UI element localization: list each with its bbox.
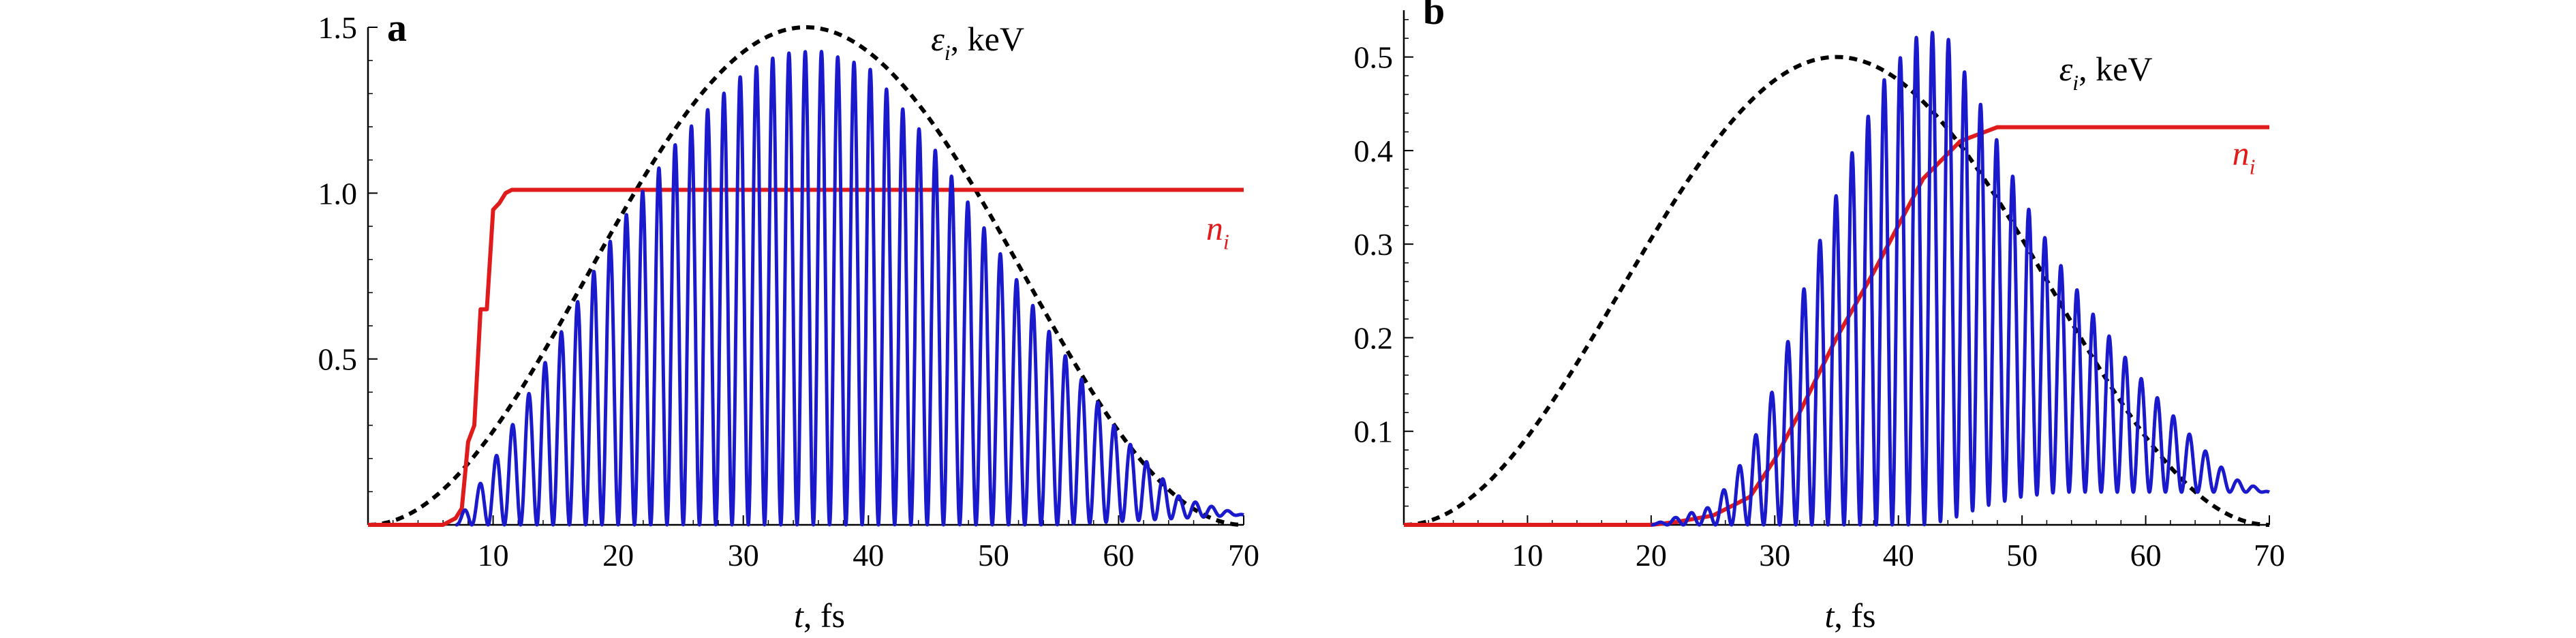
x-axis-title: t, fs bbox=[1824, 596, 1875, 635]
y-tick-label: 0.4 bbox=[1354, 134, 1394, 168]
x-tick-label: 70 bbox=[1228, 538, 1259, 573]
chart-panel-a: 10 20 30 40 50 60 70 0.5 1.0 1.5 t, fs a εi, keV ni bbox=[318, 5, 1260, 635]
oscillation-series-line bbox=[454, 50, 1246, 527]
x-tick-label: 10 bbox=[1512, 538, 1543, 573]
x-tick-label: 40 bbox=[853, 538, 884, 573]
energy-label: εi, keV bbox=[2059, 50, 2153, 95]
x-tick-label: 40 bbox=[1883, 538, 1914, 573]
x-tick-label: 60 bbox=[2130, 538, 2162, 573]
x-tick-label: 20 bbox=[1636, 538, 1667, 573]
x-tick-label: 50 bbox=[978, 538, 1009, 573]
energy-envelope-line bbox=[368, 25, 1244, 527]
x-tick-label: 50 bbox=[2006, 538, 2038, 573]
y-tick-label: 0.5 bbox=[318, 342, 358, 377]
y-tick-label: 0.3 bbox=[1354, 227, 1394, 262]
ionization-line bbox=[368, 187, 1244, 527]
panel-label: a bbox=[387, 5, 407, 50]
x-tick-label: 10 bbox=[478, 538, 509, 573]
energy-envelope-line bbox=[1404, 55, 2269, 527]
ionization-line bbox=[1404, 125, 2269, 527]
x-axis-title: t, fs bbox=[794, 596, 845, 635]
ionization-label: ni bbox=[1206, 209, 1229, 254]
x-tick-label: 60 bbox=[1103, 538, 1134, 573]
chart-panel-b: 10 20 30 40 50 60 70 0.1 0.2 0.3 0.4 0.5 t, fs b εi, k… bbox=[1354, 0, 2286, 635]
y-tick-label: 0.1 bbox=[1354, 414, 1394, 449]
oscillation-series-line bbox=[1649, 31, 2271, 527]
y-tick-label: 0.5 bbox=[1354, 40, 1394, 75]
ionization-label: ni bbox=[2233, 134, 2256, 179]
y-tick-label: 1.5 bbox=[318, 10, 358, 45]
x-tick-label: 30 bbox=[728, 538, 759, 573]
energy-label: εi, keV bbox=[931, 20, 1024, 65]
x-tick-label: 70 bbox=[2254, 538, 2285, 573]
x-tick-label: 30 bbox=[1759, 538, 1790, 573]
y-tick-label: 0.2 bbox=[1354, 320, 1394, 355]
panel-label: b bbox=[1423, 0, 1445, 33]
x-tick-label: 20 bbox=[602, 538, 634, 573]
y-tick-label: 1.0 bbox=[318, 176, 358, 211]
